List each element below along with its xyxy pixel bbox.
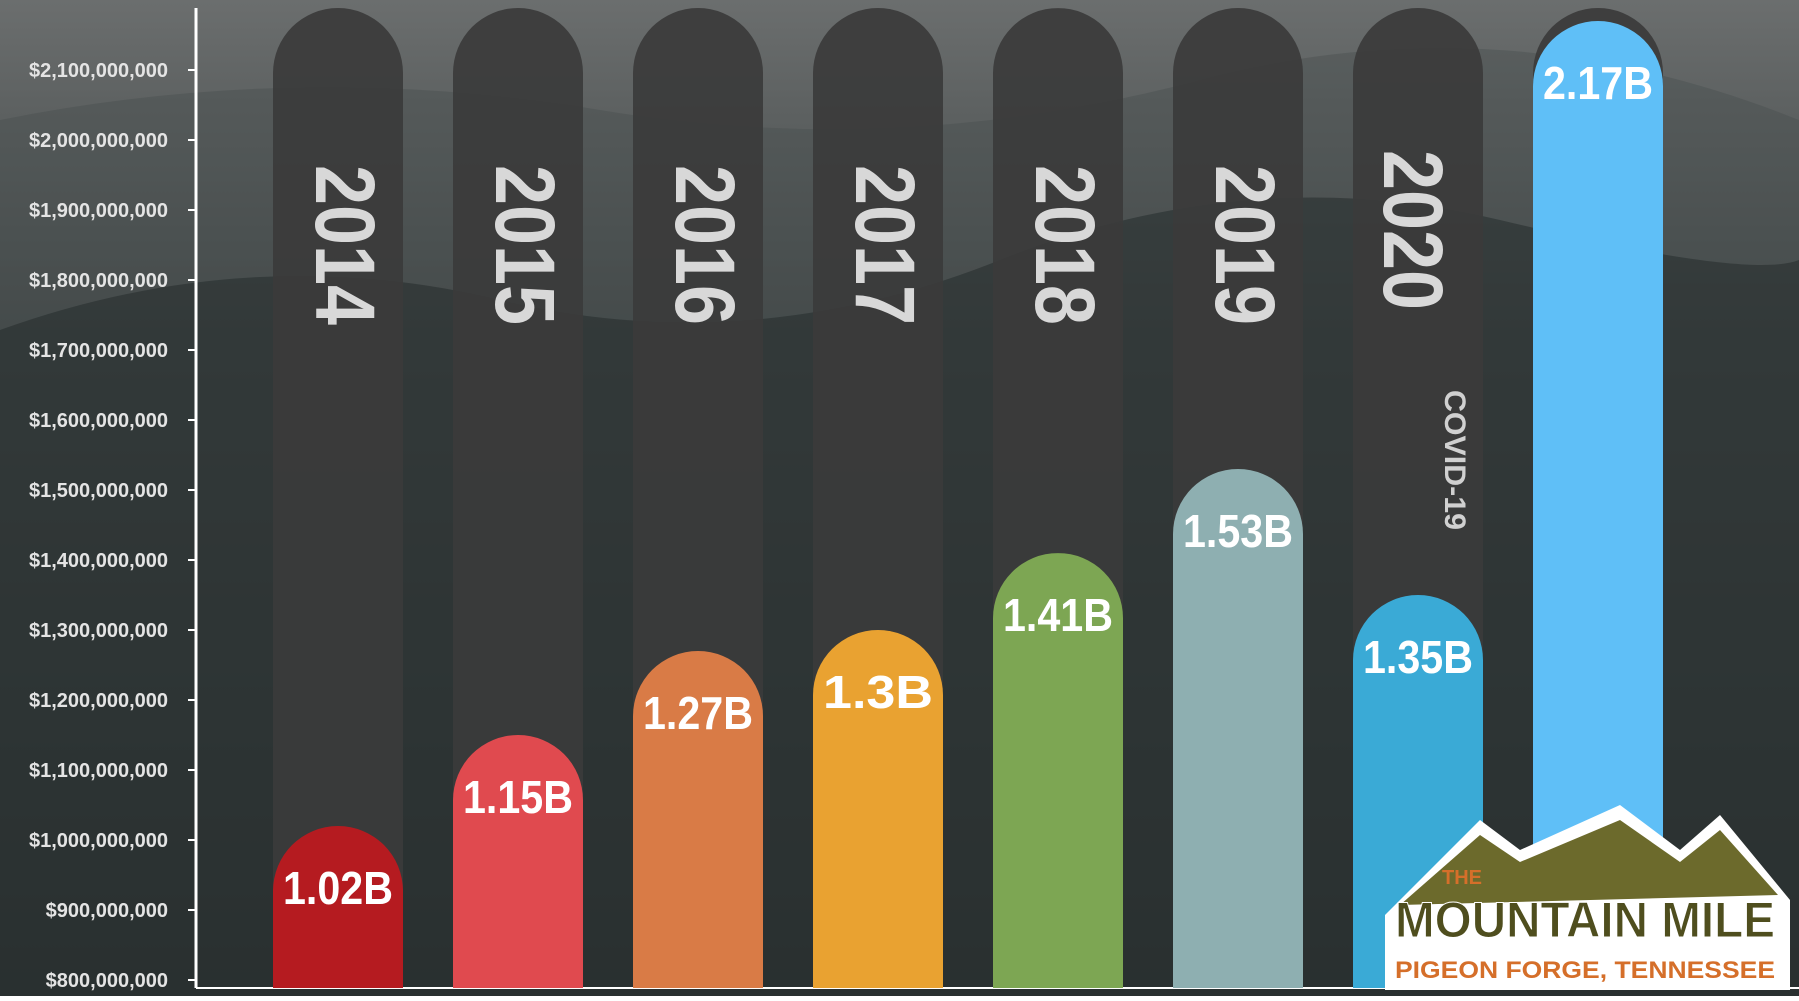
value-label: 1.3B — [823, 666, 933, 718]
category-label: 2016 — [658, 165, 752, 325]
y-tick-label: $1,500,000,000 — [29, 480, 168, 502]
y-tick-label: $1,100,000,000 — [29, 760, 168, 782]
category-label: 2020 — [1366, 150, 1460, 310]
value-label: 2.17B — [1543, 57, 1653, 109]
y-tick-label: $1,000,000,000 — [29, 830, 168, 852]
y-tick-label: $1,900,000,000 — [29, 200, 168, 222]
logo-small: THE — [1442, 867, 1482, 889]
logo-name: MOUNTAIN MILE — [1395, 892, 1775, 948]
annotation: COVID-19 — [1438, 390, 1471, 530]
y-tick-label: $1,600,000,000 — [29, 410, 168, 432]
category-label: 2017 — [838, 165, 932, 325]
y-tick-label: $2,000,000,000 — [29, 130, 168, 152]
y-tick-label: $1,700,000,000 — [29, 340, 168, 362]
value-label: 1.35B — [1363, 631, 1473, 683]
category-label: 2015 — [478, 165, 572, 325]
y-tick-label: $2,100,000,000 — [29, 60, 168, 82]
chart: $800,000,000 $900,000,000 $1,000,000,000 $1… — [0, 0, 1799, 996]
value-label: 1.41B — [1003, 589, 1113, 641]
y-tick-label: $1,800,000,000 — [29, 270, 168, 292]
category-label: 2018 — [1018, 165, 1112, 325]
y-tick-label: $1,200,000,000 — [29, 690, 168, 712]
category-label: 2019 — [1198, 165, 1292, 325]
value-label: 1.15B — [463, 771, 573, 823]
value-label: 1.53B — [1183, 505, 1293, 557]
value-label: 1.02B — [283, 862, 393, 914]
y-tick-label: $1,400,000,000 — [29, 550, 168, 572]
value-label: 1.27B — [643, 687, 753, 739]
y-tick-label: $900,000,000 — [46, 900, 168, 922]
y-tick-label: $800,000,000 — [46, 970, 168, 992]
category-label: 2014 — [298, 165, 392, 325]
y-tick-label: $1,300,000,000 — [29, 620, 168, 642]
logo-place: PIGEON FORGE, TENNESSEE — [1395, 957, 1775, 984]
